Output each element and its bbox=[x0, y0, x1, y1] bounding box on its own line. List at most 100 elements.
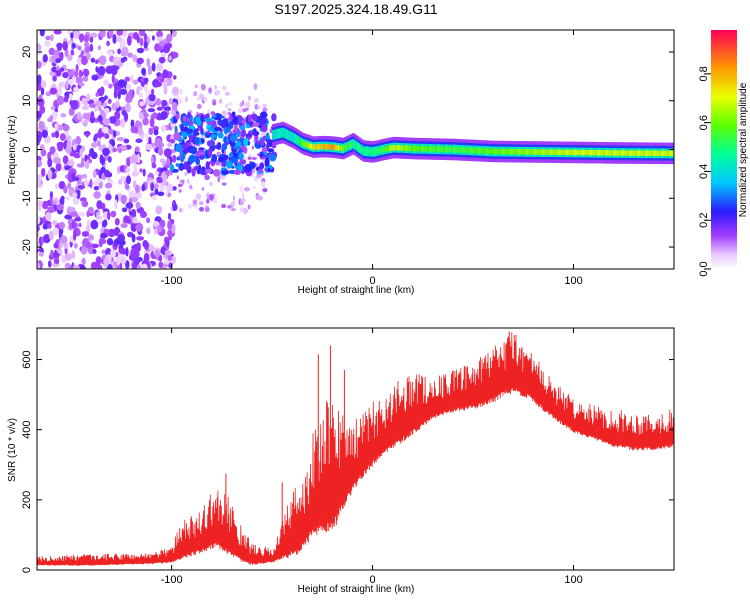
spectrogram-ridge-cell bbox=[667, 150, 670, 157]
spectrogram-noise-cell bbox=[224, 91, 231, 96]
spectrogram-cluster-cell bbox=[264, 157, 270, 166]
spectrogram-ridge-cell bbox=[481, 148, 484, 154]
spectrogram-noise-cell bbox=[86, 210, 90, 218]
spectrogram-ridge-cell bbox=[617, 150, 620, 156]
spectrogram-noise-cell bbox=[158, 147, 164, 156]
spectrogram-ridge-cell bbox=[627, 150, 630, 156]
spectrogram-noise-cell bbox=[210, 111, 216, 116]
spectrogram-noise-cell bbox=[43, 234, 51, 244]
spectrogram-noise-cell bbox=[100, 109, 105, 116]
spectrogram-ridge-cell bbox=[323, 143, 326, 150]
spectrogram-ridge-cell bbox=[606, 150, 609, 156]
spectrogram-noise-cell bbox=[195, 193, 201, 200]
spectrogram-noise-cell bbox=[163, 148, 172, 158]
spectrogram-noise-cell bbox=[37, 174, 43, 182]
spectrogram-noise-cell bbox=[95, 92, 99, 97]
spectrogram-noise-cell bbox=[39, 30, 45, 37]
spectrogram-ridge-cell bbox=[484, 148, 488, 154]
snr-panel: -100 0 100 0 200 400 600 Height of straight l… bbox=[7, 327, 675, 595]
spectrogram-noise-cell bbox=[125, 247, 129, 257]
spectrogram-noise-cell bbox=[88, 103, 97, 108]
spectrogram-noise-cell bbox=[167, 254, 173, 262]
spectrogram-cluster-cell bbox=[260, 156, 266, 160]
spectrogram-noise-cell bbox=[207, 108, 211, 114]
spectrogram-noise-cell bbox=[103, 79, 109, 86]
spectrogram-noise-cell bbox=[168, 55, 172, 61]
spectrogram-ridge-cell bbox=[444, 146, 448, 152]
spectrogram-cluster-cell bbox=[229, 153, 234, 158]
spectrogram-noise-cell bbox=[177, 97, 183, 105]
spectrogram-noise-cell bbox=[132, 180, 137, 189]
colorbar: 0.0 0.2 0.4 0.6 0.8 Normalized spectral ampl… bbox=[698, 30, 749, 277]
spectrogram-cluster-cell bbox=[213, 169, 221, 177]
spectrogram-ridge-cell bbox=[478, 148, 481, 154]
spectrogram-noise-cell bbox=[109, 55, 115, 63]
spectrogram-noise-cell bbox=[119, 165, 125, 173]
spectrogram-noise-cell bbox=[112, 261, 118, 268]
spectrogram-noise-cell bbox=[52, 74, 57, 82]
spectrogram-noise-cell bbox=[93, 186, 100, 191]
spectrogram-ridge-cell bbox=[644, 150, 648, 156]
spectrogram-ridge-cell bbox=[350, 141, 353, 148]
spectrogram-ridge-cell bbox=[441, 146, 444, 152]
spectrogram-cluster-cell bbox=[206, 130, 211, 135]
spectrogram-ridge-cell bbox=[603, 150, 606, 156]
spectrogram-noise-cell bbox=[98, 55, 107, 66]
spectrogram-noise-cell bbox=[117, 79, 126, 87]
spectrogram-noise-cell bbox=[239, 207, 244, 213]
spectrogram-noise-cell bbox=[77, 212, 86, 217]
spectrogram-noise-cell bbox=[127, 52, 133, 58]
spectrogram-cluster-cell bbox=[183, 161, 187, 170]
spectrogram-cluster-cell bbox=[260, 125, 268, 133]
spectrogram-cluster-cell bbox=[223, 135, 227, 144]
spectrogram-ridge-cell bbox=[372, 149, 376, 155]
spectrogram-noise-cell bbox=[193, 91, 198, 97]
spectrogram-ridge-cell bbox=[577, 149, 580, 156]
spectrogram-noise-cell bbox=[203, 96, 208, 103]
spectrogram-y-tick-label: 20 bbox=[21, 46, 33, 58]
spectrogram-cluster-cell bbox=[193, 128, 198, 137]
spectrogram-ridge-cell bbox=[340, 145, 344, 151]
spectrogram-ridge-cell bbox=[625, 150, 628, 156]
spectrogram-noise-cell bbox=[213, 197, 218, 204]
spectrogram-ridge-cell bbox=[521, 149, 524, 155]
spectrogram-noise-cell bbox=[49, 114, 53, 123]
spectrogram-ridge-cell bbox=[376, 148, 379, 154]
spectrogram-noise-cell bbox=[232, 200, 236, 207]
spectrogram-noise-cell bbox=[237, 108, 244, 113]
spectrogram-noise-cell bbox=[174, 95, 180, 100]
spectrogram-noise-cell bbox=[136, 153, 140, 164]
spectrogram-ridge-cell bbox=[296, 137, 299, 143]
spectrogram-ridge-cell bbox=[300, 140, 304, 146]
spectrogram-noise-cell bbox=[107, 50, 114, 57]
spectrogram-noise-cell bbox=[68, 222, 73, 230]
spectrogram-noise-cell bbox=[67, 70, 76, 77]
spectrogram-noise-cell bbox=[171, 86, 180, 97]
spectrogram-ridge-cell bbox=[660, 150, 664, 156]
spectrogram-ridge-cell bbox=[313, 144, 316, 150]
spectrogram-noise-cell bbox=[167, 142, 173, 148]
spectrogram-noise-cell bbox=[66, 54, 73, 62]
spectrogram-noise-cell bbox=[107, 210, 111, 221]
spectrogram-noise-cell bbox=[71, 219, 76, 229]
spectrogram-cluster-cell bbox=[238, 149, 243, 153]
spectrogram-noise-cell bbox=[200, 83, 206, 91]
spectrogram-ridge-cell bbox=[630, 150, 633, 156]
spectrogram-noise-cell bbox=[90, 111, 95, 120]
spectrogram-ridge-cell bbox=[459, 147, 462, 153]
spectrogram-noise-cell bbox=[97, 66, 106, 76]
spectrogram-noise-cell bbox=[71, 249, 76, 260]
spectrogram-noise-cell bbox=[241, 197, 246, 203]
spectrogram-noise-cell bbox=[227, 205, 232, 209]
spectrogram-ridge-cell bbox=[280, 130, 283, 136]
spectrogram-noise-cell bbox=[95, 100, 102, 107]
spectrogram-ridge-cell bbox=[473, 147, 476, 154]
spectrogram-noise-cell bbox=[251, 145, 254, 150]
snr-frame bbox=[36, 327, 675, 571]
spectrogram-ridge-cell bbox=[651, 150, 654, 156]
spectrogram-noise-cell bbox=[132, 54, 138, 63]
spectrogram-ridge-cell bbox=[368, 148, 371, 155]
spectrogram-noise-cell bbox=[60, 67, 65, 72]
spectrogram-noise-cell bbox=[100, 232, 107, 239]
spectrogram-noise-cell bbox=[162, 265, 167, 269]
